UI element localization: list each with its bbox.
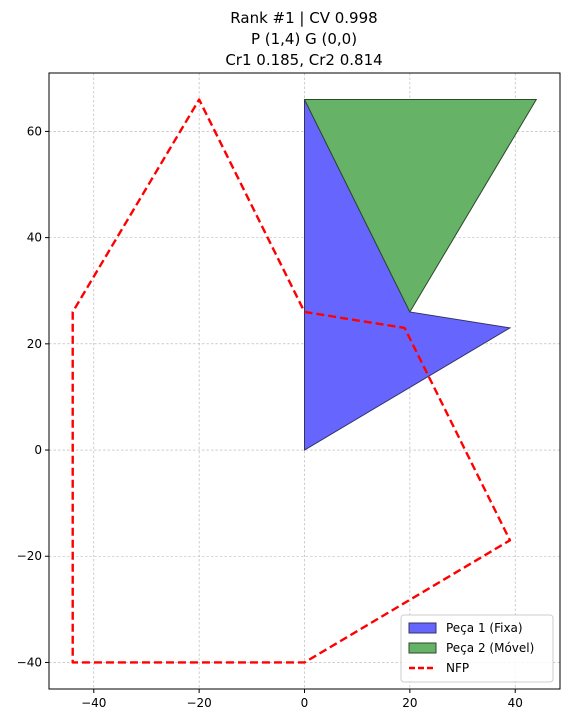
x-tick-label: −40 [81,696,106,710]
y-tick-label: −40 [17,655,42,669]
legend: Peça 1 (Fixa) Peça 2 (Móvel) NFP [400,614,554,683]
y-tick-label: 0 [34,443,42,457]
title-line-3: Cr1 0.185, Cr2 0.814 [225,51,382,69]
ticks: −40 −20 0 20 40 −40 −20 0 20 40 60 [17,124,523,710]
title-line-2: P (1,4) G (0,0) [251,30,357,48]
y-tick-label: 20 [27,337,42,351]
legend-label-1: Peça 1 (Fixa) [446,621,523,635]
x-tick-label: 0 [301,696,309,710]
x-tick-label: −20 [186,696,211,710]
y-tick-label: 60 [27,124,42,138]
legend-swatch-2 [408,642,437,654]
chart-title: Rank #1 | CV 0.998 P (1,4) G (0,0) Cr1 0… [225,9,382,69]
y-tick-label: −20 [17,549,42,563]
legend-swatch-1 [408,622,437,634]
x-tick-label: 20 [402,696,417,710]
y-tick-label: 40 [27,231,42,245]
title-line-1: Rank #1 | CV 0.998 [230,9,377,27]
polygon-series-2 [303,99,538,314]
x-tick-label: 40 [508,696,523,710]
legend-box [400,614,554,683]
series-layer [71,98,538,664]
legend-label-2: Peça 2 (Móvel) [446,641,534,655]
legend-label-3: NFP [446,661,469,675]
